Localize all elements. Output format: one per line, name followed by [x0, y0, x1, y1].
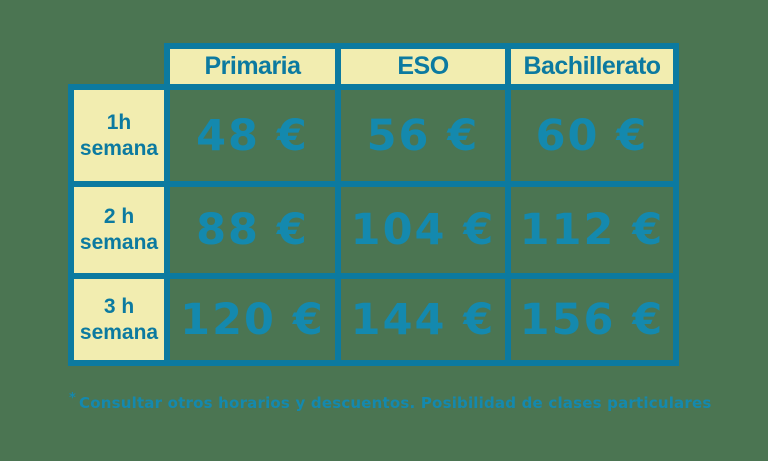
row-label-line1: 1h — [106, 110, 132, 134]
footnote-text: Consultar otros horarios y descuentos. P… — [79, 394, 712, 412]
price-cell-primaria-2h: 88 € — [164, 181, 341, 279]
footnote: * Consultar otros horarios y descuentos. … — [69, 391, 719, 412]
row-label-line2: semana — [79, 231, 159, 254]
footnote-asterisk: * — [69, 391, 76, 406]
price-cell-eso-3h: 144 € — [335, 273, 511, 366]
price-table: Primaria ESO Bachillerato 1h semana 48 €… — [68, 43, 679, 366]
price-cell-eso-2h: 104 € — [335, 181, 511, 279]
column-header-primaria: Primaria — [164, 43, 341, 90]
row-header-3h-semana: 3 h semana — [68, 273, 170, 366]
price-cell-eso-1h: 56 € — [335, 84, 511, 187]
row-label-line1: 3 h — [103, 294, 135, 318]
column-header-bachillerato: Bachillerato — [505, 43, 679, 90]
table-row-3h: 3 h semana 120 € 144 € 156 € — [68, 273, 679, 366]
price-cell-bachillerato-2h: 112 € — [505, 181, 679, 279]
table-row-2h: 2 h semana 88 € 104 € 112 € — [68, 181, 679, 279]
row-header-2h-semana: 2 h semana — [68, 181, 170, 279]
price-cell-bachillerato-3h: 156 € — [505, 273, 679, 366]
price-cell-bachillerato-1h: 60 € — [505, 84, 679, 187]
corner-spacer — [71, 46, 167, 87]
price-cell-primaria-3h: 120 € — [164, 273, 341, 366]
header-row: Primaria ESO Bachillerato — [71, 43, 679, 90]
row-label-line2: semana — [79, 136, 159, 160]
column-header-eso: ESO — [335, 43, 511, 90]
price-cell-primaria-1h: 48 € — [164, 84, 341, 187]
table-row-1h: 1h semana 48 € 56 € 60 € — [68, 84, 679, 187]
row-label-line1: 2 h — [103, 205, 135, 229]
row-header-1h-semana: 1h semana — [68, 84, 170, 187]
row-label-line2: semana — [79, 320, 159, 344]
